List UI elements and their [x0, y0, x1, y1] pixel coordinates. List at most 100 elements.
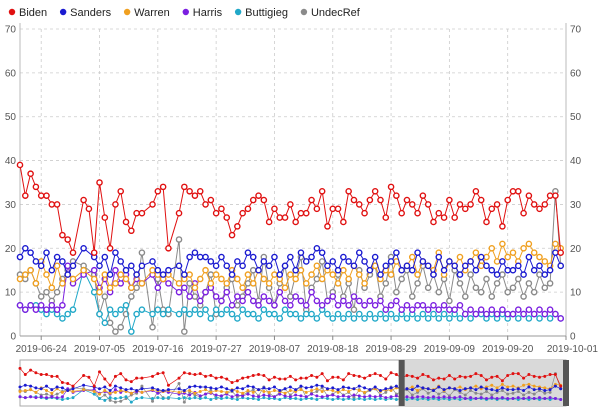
data-point — [403, 301, 411, 309]
data-point — [154, 306, 162, 313]
data-point — [212, 209, 220, 217]
data-point — [16, 301, 24, 309]
data-point — [22, 306, 29, 313]
navigator-handle-left[interactable] — [398, 360, 405, 406]
data-point — [514, 315, 522, 322]
navigator-point — [431, 395, 435, 399]
data-point — [525, 280, 533, 287]
navigator-point — [490, 396, 494, 400]
navigator-point — [453, 387, 457, 391]
navigator-point — [278, 397, 282, 401]
data-point — [196, 310, 204, 318]
navigator-point — [235, 393, 239, 397]
data-point — [324, 297, 331, 305]
navigator-point — [410, 385, 414, 389]
data-point — [350, 315, 358, 322]
data-point — [493, 201, 501, 208]
data-point — [32, 258, 40, 265]
legend-item-biden[interactable]: Biden — [8, 7, 47, 19]
data-point — [408, 201, 416, 208]
navigator-point — [437, 396, 441, 400]
navigator-point — [219, 375, 223, 379]
data-point — [234, 258, 241, 265]
data-point — [329, 258, 337, 265]
legend-item-harris[interactable]: Harris — [182, 7, 223, 19]
data-point — [117, 323, 125, 331]
navigator-point — [241, 394, 245, 398]
data-point — [387, 271, 395, 278]
data-point — [499, 258, 506, 265]
navigator-point — [368, 394, 372, 398]
navigator-point — [204, 396, 208, 400]
navigator-point — [251, 390, 255, 394]
navigator-point — [204, 385, 208, 389]
navigator-point — [225, 387, 229, 391]
data-point — [483, 310, 490, 318]
navigator-point — [294, 397, 298, 401]
navigator-point — [140, 390, 144, 394]
legend-item-undecref[interactable]: UndecRef — [300, 7, 361, 19]
navigator-point — [283, 391, 287, 395]
navigator-point — [214, 376, 218, 380]
navigator-point — [543, 386, 547, 390]
data-point — [461, 205, 469, 213]
navigator-point — [235, 386, 239, 390]
navigator-point — [299, 397, 303, 401]
plot-area — [16, 161, 564, 335]
data-point — [244, 249, 252, 256]
data-point — [149, 323, 156, 331]
navigator-point — [484, 378, 488, 382]
navigator-point — [453, 377, 457, 381]
navigator-point — [484, 389, 488, 393]
navigator-point — [225, 396, 229, 400]
range-navigator[interactable] — [18, 359, 570, 407]
data-point — [440, 310, 448, 318]
data-point — [149, 258, 156, 265]
navigator-point — [151, 399, 155, 403]
legend-label: Biden — [19, 7, 47, 19]
legend-item-warren[interactable]: Warren — [123, 7, 170, 19]
data-point — [59, 258, 66, 265]
navigator-point — [182, 396, 186, 400]
data-point — [53, 253, 61, 261]
data-point — [53, 201, 61, 208]
navigator-point — [119, 389, 123, 393]
data-point — [265, 262, 273, 270]
navigator-point — [553, 397, 557, 401]
navigator-point — [267, 394, 271, 398]
navigator-point — [442, 377, 446, 381]
data-point — [334, 266, 342, 274]
navigator-point — [479, 373, 483, 377]
data-point — [181, 271, 188, 278]
data-point — [239, 284, 246, 292]
navigator-point — [267, 387, 271, 391]
data-point — [302, 301, 310, 309]
navigator-point — [177, 387, 181, 391]
navigator-handle-right[interactable] — [563, 360, 569, 406]
data-point — [525, 306, 533, 313]
navigator-point — [490, 383, 494, 387]
navigator-point — [463, 387, 467, 391]
navigator-point — [98, 387, 102, 391]
data-point — [202, 288, 209, 296]
data-point — [488, 266, 496, 274]
navigator-point — [363, 395, 367, 399]
data-point — [260, 293, 268, 300]
navigator-point — [151, 386, 155, 390]
navigator-point — [214, 387, 218, 391]
data-point — [430, 271, 437, 278]
data-point — [112, 249, 119, 256]
navigator-point — [151, 397, 155, 401]
data-point — [297, 209, 305, 217]
navigator-point — [352, 393, 356, 397]
navigator-point — [262, 373, 266, 377]
navigator-point — [368, 397, 372, 401]
legend-item-sanders[interactable]: Sanders — [59, 7, 112, 19]
legend-item-buttigieg[interactable]: Buttigieg — [234, 7, 288, 19]
data-point — [408, 293, 416, 300]
data-point — [552, 249, 559, 256]
data-point — [313, 262, 321, 270]
data-point — [414, 209, 421, 217]
data-point — [16, 161, 24, 169]
y-tick-label: 60 — [5, 68, 17, 79]
